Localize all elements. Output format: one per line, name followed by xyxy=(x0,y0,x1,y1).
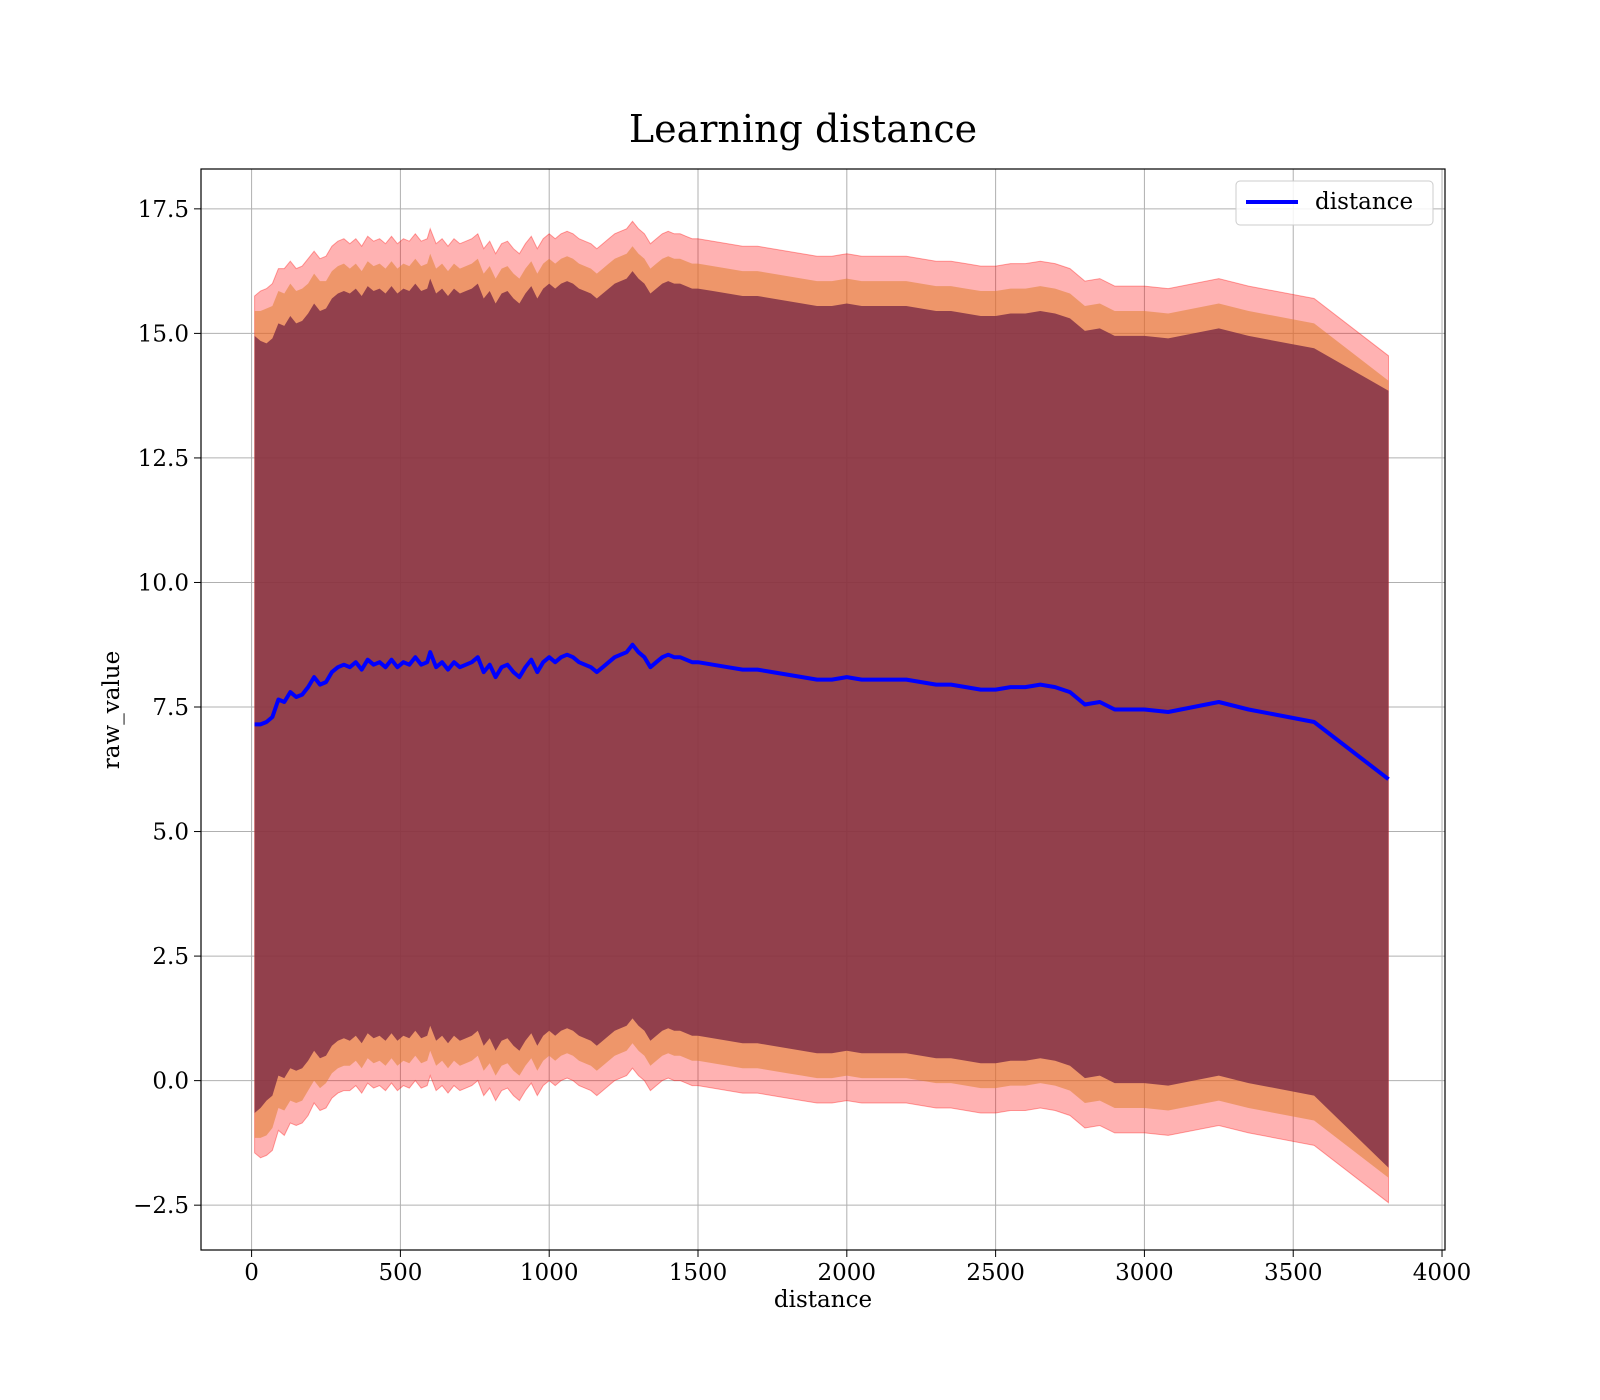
series-lines xyxy=(254,642,1390,781)
series-line-distance xyxy=(254,642,1390,781)
legend: distance xyxy=(1235,180,1434,226)
y-tick-label: 15.0 xyxy=(138,321,189,347)
plot-frame xyxy=(200,168,1446,1251)
x-tick-label: 1000 xyxy=(520,1260,579,1286)
x-tick-label: 3500 xyxy=(1264,1260,1323,1286)
y-tick-label: 17.5 xyxy=(138,197,189,223)
x-tick-label: 500 xyxy=(378,1260,422,1286)
y-tick-label: −2.5 xyxy=(133,1193,189,1219)
x-tick-label: 2000 xyxy=(818,1260,877,1286)
chart-title: Learning distance xyxy=(629,107,977,151)
band-inner xyxy=(254,271,1389,1168)
x-tick-label: 3000 xyxy=(1115,1260,1174,1286)
x-tick-label: 2500 xyxy=(966,1260,1025,1286)
x-tick-label: 0 xyxy=(244,1260,259,1286)
y-tick-label: 0.0 xyxy=(152,1069,189,1095)
x-axis: 0 500 1000 1500 2000 2500 3000 3500 4000 xyxy=(244,1250,1471,1286)
y-axis: −2.5 0.0 2.5 5.0 7.5 10.0 12.5 15.0 17.5 xyxy=(133,197,201,1219)
x-tick-label: 4000 xyxy=(1413,1260,1472,1286)
legend-label-distance: distance xyxy=(1315,189,1413,215)
std-bands xyxy=(254,220,1389,1204)
y-tick-label: 7.5 xyxy=(152,695,189,721)
legend-box xyxy=(1235,180,1434,226)
x-tick-label: 1500 xyxy=(669,1260,728,1286)
y-tick-label: 5.0 xyxy=(152,820,189,846)
y-tick-label: 2.5 xyxy=(152,944,189,970)
x-axis-label: distance xyxy=(774,1287,872,1313)
y-axis-label: raw_value xyxy=(99,651,125,769)
y-tick-label: 10.0 xyxy=(138,570,189,596)
y-tick-label: 12.5 xyxy=(138,446,189,472)
